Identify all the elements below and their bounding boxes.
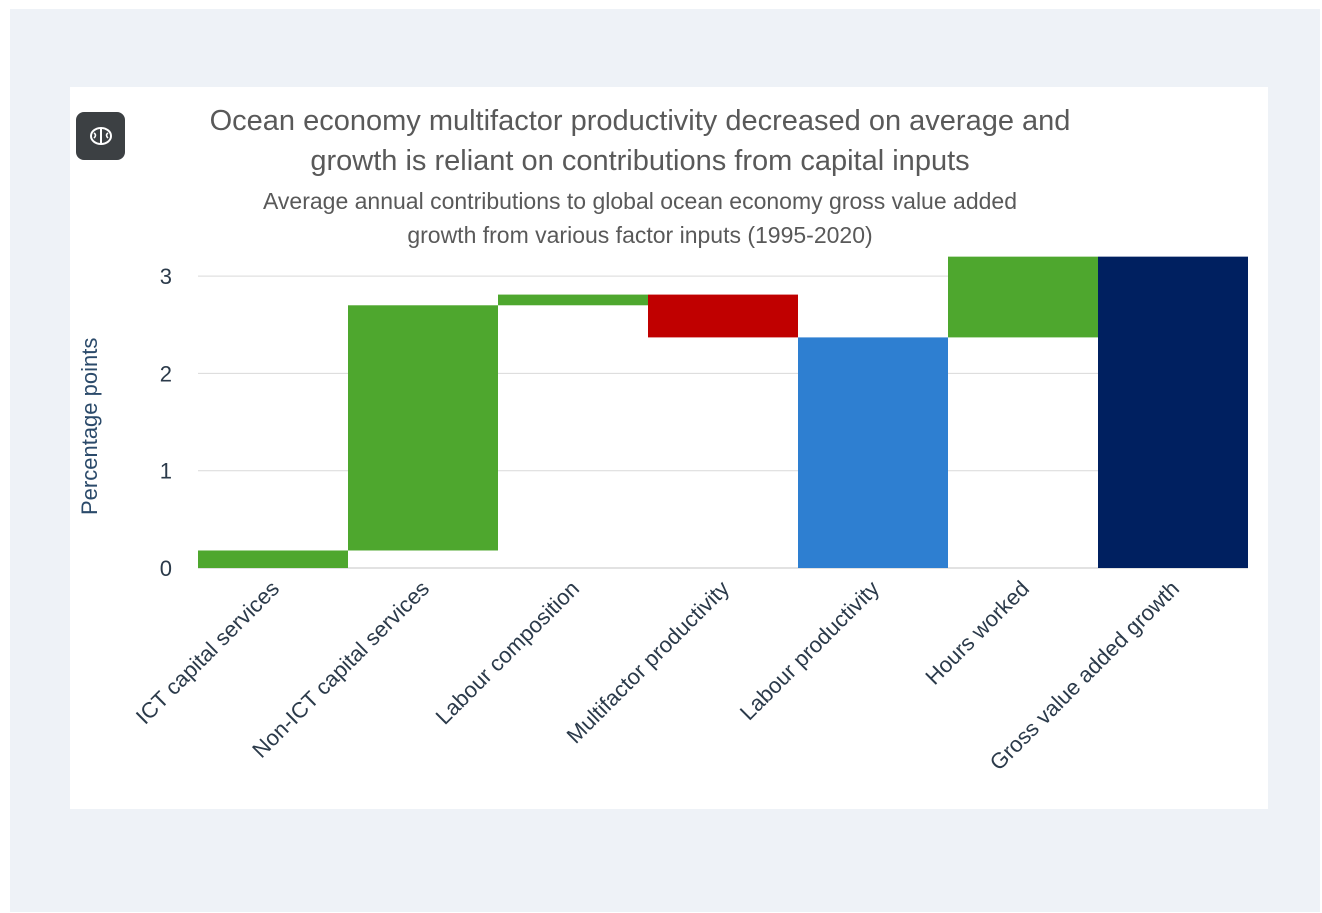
bar-ict-capital-services <box>198 550 348 568</box>
x-tick-label: Labour productivity <box>735 576 884 725</box>
bar-hours-worked <box>948 256 1098 338</box>
brain-badge[interactable] <box>76 112 125 160</box>
bar-labour-productivity <box>798 337 948 568</box>
brain-icon <box>89 127 112 145</box>
x-tick-label: Labour composition <box>431 576 584 729</box>
x-tick-label: Multifactor productivity <box>562 576 734 748</box>
x-tick-label: Hours worked <box>920 576 1034 690</box>
y-tick-label: 2 <box>160 361 172 386</box>
bar-gross-value-added-growth <box>1098 256 1248 568</box>
y-axis-label: Percentage points <box>77 338 102 515</box>
chart-card <box>70 87 1268 809</box>
y-tick-label: 1 <box>160 459 172 484</box>
x-tick-label: Non-ICT capital services <box>247 576 434 763</box>
bar-labour-composition <box>498 294 648 306</box>
y-tick-label: 0 <box>160 556 172 581</box>
bar-multifactor-productivity <box>648 294 798 338</box>
bar-non-ict-capital-services <box>348 305 498 551</box>
y-tick-label: 3 <box>160 264 172 289</box>
chart-title: Ocean economy multifactor productivity d… <box>209 105 1071 177</box>
chart-subtitle: Average annual contributions to global o… <box>263 188 1017 248</box>
x-tick-label: ICT capital services <box>131 576 284 729</box>
